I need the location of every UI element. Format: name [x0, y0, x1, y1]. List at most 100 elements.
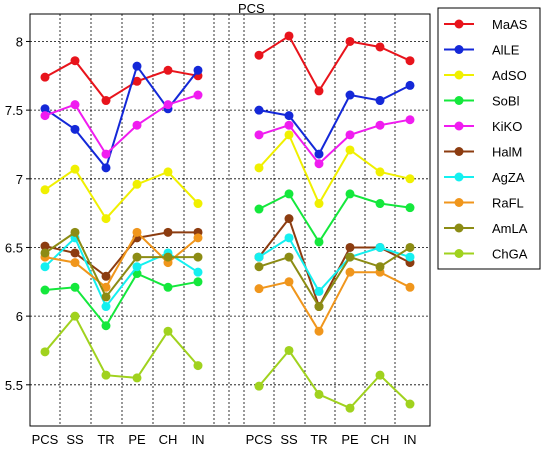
data-point: [101, 214, 111, 224]
legend-item: KiKO: [444, 119, 522, 134]
data-point: [405, 242, 415, 252]
series-line-left: [44, 314, 199, 379]
legend-label: AlLE: [492, 43, 520, 58]
y-tick-label: 8: [16, 34, 23, 49]
series-line-right: [258, 348, 411, 410]
legend-swatch-marker: [454, 172, 464, 182]
data-point: [40, 241, 50, 251]
data-point: [163, 65, 173, 75]
data-point: [101, 292, 111, 302]
x-tick-label: IN: [192, 432, 205, 447]
legend-swatch-marker: [454, 19, 464, 29]
data-point: [163, 282, 173, 292]
data-point: [314, 389, 324, 399]
legend-label: KiKO: [492, 119, 522, 134]
data-point: [163, 326, 173, 336]
data-point: [70, 164, 80, 174]
data-point: [193, 252, 203, 262]
data-point: [284, 214, 294, 224]
data-point: [163, 252, 173, 262]
data-point: [375, 167, 385, 177]
data-point: [375, 370, 385, 380]
data-point: [193, 199, 203, 209]
legend-swatch-marker: [454, 198, 464, 207]
data-point: [254, 163, 264, 173]
legend-swatch-marker: [454, 96, 464, 105]
data-point: [405, 174, 415, 184]
legend-item: AlLE: [444, 43, 520, 58]
data-point: [405, 203, 415, 213]
x-tick-label: TR: [310, 432, 327, 447]
legend-label: MaAS: [492, 17, 528, 32]
data-point: [70, 258, 80, 268]
data-point: [163, 227, 173, 237]
legend-item: SoBl: [444, 94, 520, 109]
legend-swatch-marker: [454, 121, 464, 131]
series-line-left: [44, 167, 199, 221]
legend-label: HalM: [492, 145, 522, 160]
x-tick-label: IN: [404, 432, 417, 447]
data-point: [70, 100, 80, 110]
data-point: [254, 50, 264, 60]
legend-label: SoBl: [492, 94, 520, 109]
data-point: [284, 31, 294, 41]
legend-swatch-marker: [454, 147, 464, 156]
data-point: [405, 115, 415, 125]
data-point: [375, 96, 385, 106]
legend-swatch-marker: [454, 70, 464, 80]
series-alle: [40, 61, 415, 173]
data-point: [163, 167, 173, 177]
legend-swatch-marker: [454, 45, 464, 54]
data-point: [375, 242, 385, 252]
data-point: [40, 285, 50, 295]
data-point: [40, 248, 50, 258]
data-point: [193, 233, 203, 243]
data-point: [193, 361, 203, 371]
data-point: [284, 120, 294, 130]
data-point: [101, 370, 111, 380]
data-point: [314, 149, 324, 159]
series-line-left: [44, 94, 199, 156]
series-amla: [40, 227, 415, 312]
legend-item: MaAS: [444, 17, 528, 32]
legend-label: AgZA: [492, 170, 525, 185]
data-point: [284, 189, 294, 199]
data-point: [132, 76, 142, 86]
data-point: [314, 326, 324, 336]
series-line-left: [44, 272, 199, 328]
data-point: [132, 262, 142, 272]
series-sobl: [40, 189, 415, 331]
data-point: [101, 271, 111, 281]
series-line-right: [258, 236, 411, 294]
data-point: [375, 120, 385, 130]
data-point: [254, 204, 264, 214]
y-tick-label: 7.5: [5, 103, 23, 118]
data-point: [101, 302, 111, 312]
legend-item: RaFL: [444, 196, 524, 211]
x-tick-label: PCS: [32, 432, 59, 447]
data-point: [375, 199, 385, 209]
data-point: [70, 56, 80, 66]
data-point: [314, 237, 324, 247]
data-point: [405, 399, 415, 409]
x-tick-label: CH: [371, 432, 390, 447]
x-tick-label: PE: [341, 432, 359, 447]
data-point: [314, 86, 324, 96]
data-point: [254, 130, 264, 140]
data-point: [284, 345, 294, 355]
data-point: [40, 262, 50, 272]
data-point: [193, 65, 203, 75]
data-point: [254, 252, 264, 262]
legend-label: AdSO: [492, 68, 527, 83]
series-chga: [40, 311, 415, 413]
data-point: [132, 120, 142, 130]
series-line-right: [258, 192, 411, 244]
legend-label: AmLA: [492, 221, 528, 236]
legend-item: AgZA: [444, 170, 525, 185]
data-point: [254, 105, 264, 115]
plot-area: [29, 13, 431, 427]
series-layer: [40, 31, 415, 413]
legend-item: AmLA: [444, 221, 528, 236]
data-point: [375, 262, 385, 272]
legend: MaAS AlLE AdSO SoBl KiKO HalM AgZA RaFL AmLA ChGA: [437, 7, 541, 270]
